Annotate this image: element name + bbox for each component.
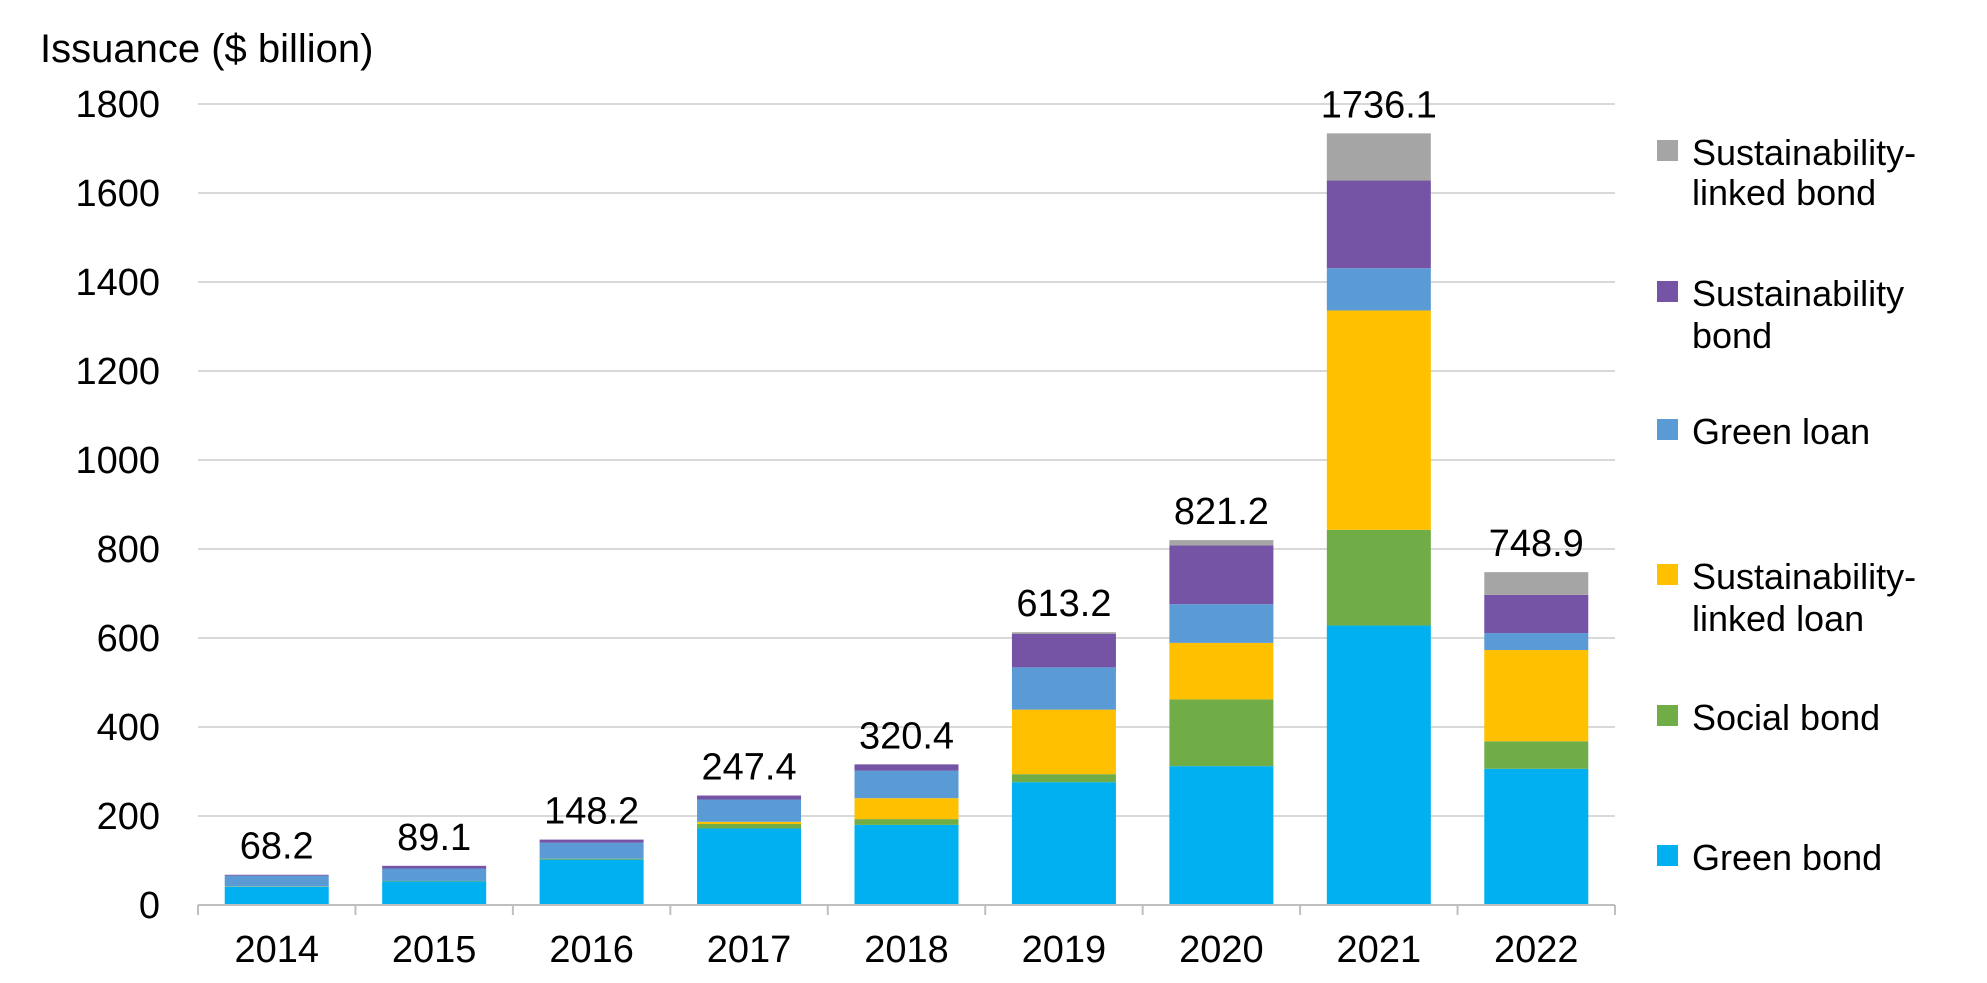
legend-label: Sustainability- (1692, 556, 1916, 597)
legend-item: Social bond (1657, 697, 1880, 738)
legend-label: linked loan (1692, 598, 1864, 639)
legend-label: Green loan (1692, 411, 1870, 452)
bar-segment-green-loan-2015 (382, 868, 487, 881)
bar-segment-green-bond-2015 (382, 881, 487, 905)
x-tick-label: 2018 (864, 929, 949, 971)
total-label: 613.2 (1016, 583, 1111, 625)
bar-segment-social-bond-2021 (1326, 529, 1431, 626)
bar-segment-sustainability-linked-loan-2019 (1011, 709, 1116, 775)
bar-segment-green-bond-2019 (1011, 782, 1116, 905)
bar-segment-sustainability-bond-2018 (854, 764, 959, 771)
bar-segment-sustainability-linked-loan-2018 (854, 798, 959, 820)
bar-segment-sustainability-linked-loan-2020 (1169, 642, 1274, 700)
bar-segment-sustainability-bond-2017 (697, 795, 802, 800)
x-tick-label: 2021 (1337, 929, 1422, 971)
bar-segment-sustainability-linked-loan-2017 (697, 821, 802, 825)
bar-segment-sustainability-bond-2015 (382, 865, 487, 869)
bar-segment-green-loan-2017 (697, 799, 802, 822)
x-tick-label: 2019 (1022, 929, 1107, 971)
bar-segment-green-loan-2022 (1484, 633, 1589, 651)
bar-segment-social-bond-2022 (1484, 741, 1589, 769)
bar-segment-green-bond-2021 (1326, 625, 1431, 905)
total-label: 320.4 (859, 715, 954, 757)
bar-segment-social-bond-2019 (1011, 774, 1116, 783)
legend: Sustainability-linked bondSustainability… (1657, 132, 1916, 878)
axes: 0 200 400 600 800 1000 1200 1400 1600 1800 2014 201… (75, 84, 1616, 971)
bar-segment-sustainability-linked-loan-2021 (1326, 310, 1431, 530)
bar-segment-green-loan-2014 (224, 875, 329, 887)
bar-segment-sustainability-linked-loan-2022 (1484, 650, 1589, 742)
legend-label: bond (1692, 315, 1772, 356)
y-tick-label: 0 (139, 885, 160, 927)
bar-segment-sustainability-bond-2014 (224, 874, 329, 876)
legend-swatch (1657, 419, 1678, 440)
bar-segment-green-bond-2018 (854, 824, 959, 905)
y-axis-label: Issuance ($ billion) (40, 27, 374, 71)
bar-segment-sustainability-linked-bond-2022 (1484, 572, 1589, 595)
y-tick-label: 800 (97, 529, 160, 571)
bar-segment-sustainability-bond-2022 (1484, 594, 1589, 634)
total-label: 247.4 (702, 747, 797, 789)
total-label: 68.2 (240, 826, 314, 868)
legend-label: linked bond (1692, 172, 1876, 213)
legend-label: Sustainability- (1692, 132, 1916, 173)
bar-segment-social-bond-2018 (854, 819, 959, 825)
bar-segment-social-bond-2017 (697, 824, 802, 829)
bar-segment-sustainability-linked-bond-2020 (1169, 540, 1274, 546)
gridlines (198, 103, 1615, 817)
y-tick-label: 400 (97, 707, 160, 749)
bar-segment-green-loan-2021 (1326, 268, 1431, 311)
bar-segment-green-loan-2018 (854, 770, 959, 799)
y-tick-label: 1800 (75, 84, 160, 126)
y-tick-label: 600 (97, 618, 160, 660)
bar-segment-green-bond-2016 (539, 859, 644, 905)
legend-label: Social bond (1692, 697, 1880, 738)
y-tick-label: 1400 (75, 262, 160, 304)
y-tick-label: 200 (97, 796, 160, 838)
bar-segment-green-bond-2020 (1169, 766, 1274, 905)
bar-segment-sustainability-bond-2016 (539, 839, 644, 843)
bar-segment-green-loan-2019 (1011, 667, 1116, 710)
x-tick-label: 2016 (549, 929, 634, 971)
bar-segment-sustainability-linked-bond-2021 (1326, 133, 1431, 181)
x-tick-label: 2020 (1179, 929, 1264, 971)
bar-segment-green-bond-2014 (224, 886, 329, 905)
legend-swatch (1657, 140, 1678, 161)
bar-segment-social-bond-2016 (539, 858, 644, 860)
total-label: 748.9 (1489, 523, 1584, 565)
total-label: 821.2 (1174, 491, 1269, 533)
x-tick-label: 2015 (392, 929, 477, 971)
legend-item: Green loan (1657, 411, 1870, 452)
legend-label: Sustainability (1692, 273, 1904, 314)
x-tick-label: 2022 (1494, 929, 1579, 971)
x-tick-label: 2017 (707, 929, 792, 971)
y-tick-label: 1600 (75, 173, 160, 215)
bar-segment-sustainability-bond-2020 (1169, 545, 1274, 605)
bar-segment-sustainability-bond-2021 (1326, 180, 1431, 269)
legend-item: Sustainability-linked loan (1657, 556, 1916, 639)
y-tick-label: 1200 (75, 351, 160, 393)
legend-swatch (1657, 564, 1678, 585)
legend-swatch (1657, 705, 1678, 726)
bar-stacks: 68.2 89.1 148.2 247.4 320.4 613.2 821.2 1736.1 7… (224, 84, 1589, 905)
legend-swatch (1657, 281, 1678, 302)
total-label: 89.1 (397, 817, 471, 859)
x-tick-label: 2014 (234, 929, 319, 971)
y-tick-label: 1000 (75, 440, 160, 482)
legend-item: Sustainability-linked bond (1657, 132, 1916, 213)
bar-segment-green-loan-2020 (1169, 604, 1274, 643)
bar-segment-social-bond-2020 (1169, 699, 1274, 767)
legend-label: Green bond (1692, 837, 1882, 878)
legend-item: Green bond (1657, 837, 1882, 878)
bar-segment-sustainability-linked-bond-2019 (1011, 632, 1116, 634)
bar-segment-sustainability-bond-2019 (1011, 633, 1116, 668)
bar-segment-green-loan-2016 (539, 842, 644, 859)
bar-segment-green-bond-2017 (697, 828, 802, 905)
total-label: 1736.1 (1321, 84, 1437, 126)
bar-segment-green-bond-2022 (1484, 768, 1589, 905)
legend-swatch (1657, 845, 1678, 866)
total-label: 148.2 (544, 791, 639, 833)
